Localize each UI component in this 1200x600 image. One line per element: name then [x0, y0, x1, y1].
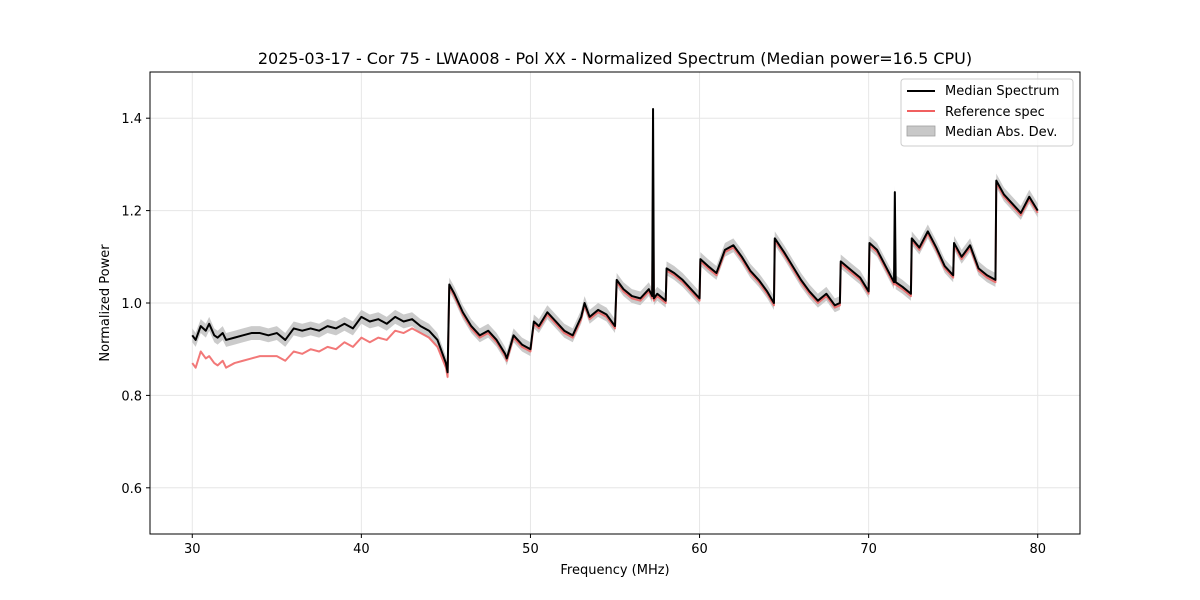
legend-mad-label: Median Abs. Dev.	[945, 125, 1057, 140]
median-spectrum-line	[191, 107, 1039, 374]
y-tick-label: 1.0	[121, 297, 142, 312]
legend-mad-swatch	[906, 125, 936, 137]
y-tick-label: 0.6	[121, 482, 142, 497]
x-axis-ticks: 30 40 50 60 70 80	[184, 534, 1046, 557]
x-tick-label: 50	[522, 542, 539, 557]
x-axis-label: Frequency (MHz)	[560, 563, 669, 578]
x-tick-label: 40	[353, 542, 370, 557]
x-tick-label: 70	[860, 542, 877, 557]
y-axis-label: Normalized Power	[98, 244, 113, 362]
legend-reference-label: Reference spec	[945, 105, 1045, 120]
y-tick-label: 1.4	[121, 112, 142, 127]
y-tick-label: 1.2	[121, 205, 142, 220]
x-tick-label: 60	[691, 542, 708, 557]
y-axis-ticks: 0.6 0.8 1.0 1.2 1.4	[121, 112, 150, 497]
legend: Median Spectrum Reference spec Median Ab…	[900, 78, 1074, 147]
x-tick-label: 30	[184, 542, 201, 557]
legend-frame	[900, 78, 1074, 147]
median-line-layer	[191, 107, 1039, 374]
x-tick-label: 80	[1029, 542, 1046, 557]
legend-median-label: Median Spectrum	[945, 84, 1059, 99]
y-tick-label: 0.8	[121, 389, 142, 404]
chart-title: 2025-03-17 - Cor 75 - LWA008 - Pol XX - …	[258, 49, 972, 68]
